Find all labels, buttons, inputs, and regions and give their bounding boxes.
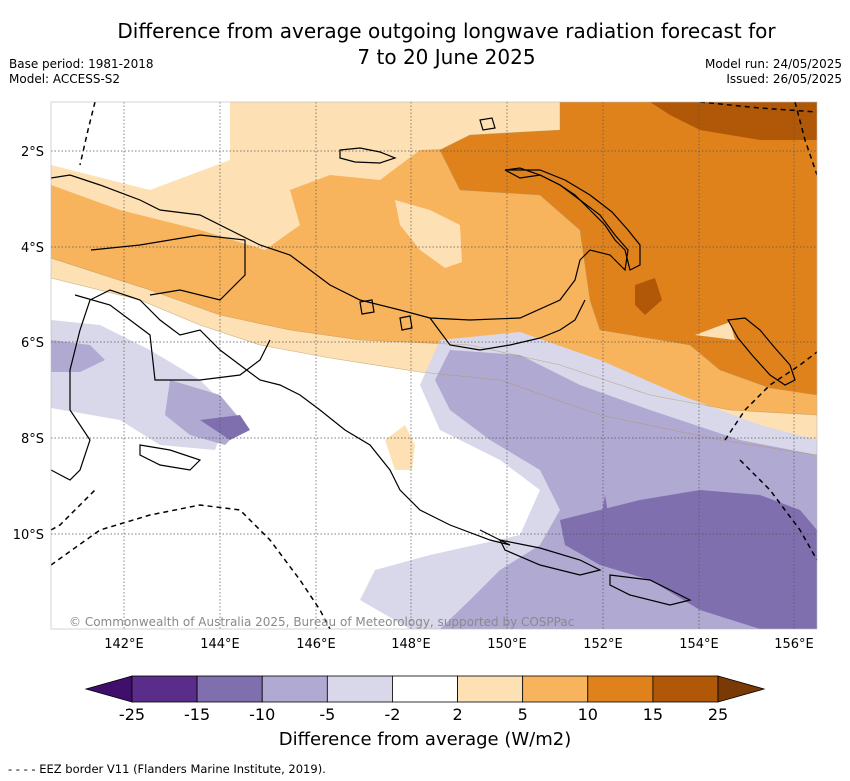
colorbar-segment bbox=[196, 675, 263, 703]
map-plot-area bbox=[51, 102, 817, 629]
anomaly-region-purple-spike bbox=[600, 495, 610, 525]
island-north-1 bbox=[339, 147, 397, 164]
contour-lines bbox=[51, 102, 817, 456]
coastlines bbox=[51, 117, 796, 606]
lon-label: 152°E bbox=[583, 637, 623, 652]
lon-label: 144°E bbox=[200, 637, 240, 652]
anomaly-region-dark-orange bbox=[440, 102, 817, 395]
lat-label: 4°S bbox=[21, 241, 44, 256]
anomaly-region-brown-small bbox=[635, 278, 662, 315]
colorbar-segment bbox=[652, 675, 719, 703]
colorbar-segment bbox=[326, 675, 393, 703]
colorbar-label: Difference from average (W/m2) bbox=[278, 729, 572, 750]
base-period: Base period: 1981-2018 bbox=[9, 57, 154, 71]
png-east-tip bbox=[429, 299, 586, 351]
anomaly-region-purple-east bbox=[560, 490, 817, 629]
title-line-2: 7 to 20 June 2025 bbox=[357, 45, 536, 69]
anomaly-region-brown bbox=[650, 102, 817, 140]
island-lake-2 bbox=[399, 315, 413, 331]
anomaly-region-light-orange-inner bbox=[395, 200, 462, 268]
title-line-1: Difference from average outgoing longwav… bbox=[117, 19, 776, 43]
solomons-1 bbox=[498, 539, 602, 576]
lon-label: 142°E bbox=[104, 637, 144, 652]
meta-left: Base period: 1981-2018 Model: ACCESS-S2 bbox=[9, 57, 154, 87]
colorbar-tick-label: 25 bbox=[708, 705, 728, 724]
lon-label: 148°E bbox=[391, 637, 431, 652]
colorbar-tick-label: 15 bbox=[643, 705, 663, 724]
new-guinea-south-coast bbox=[51, 289, 511, 546]
island-lake-1 bbox=[359, 299, 375, 315]
solomons-2 bbox=[609, 574, 692, 606]
colorbar-segment bbox=[392, 675, 458, 703]
colorbar-segment bbox=[522, 675, 589, 703]
lat-label: 8°S bbox=[21, 432, 44, 447]
eez-legend-note: - - - - EEZ border V11 (Flanders Marine … bbox=[8, 762, 326, 776]
png-border bbox=[90, 234, 246, 301]
meta-right: Model run: 24/05/2025 Issued: 26/05/2025 bbox=[705, 57, 842, 87]
lat-label: 10°S bbox=[13, 528, 44, 543]
colorbar-tick-label: -15 bbox=[184, 705, 210, 724]
colorbar-tick-label: 5 bbox=[518, 705, 528, 724]
lon-label: 156°E bbox=[774, 637, 814, 652]
anomaly-region-light-orange-small bbox=[385, 425, 415, 470]
model-name: Model: ACCESS-S2 bbox=[9, 72, 121, 86]
island-cape-york bbox=[139, 444, 202, 471]
lon-label: 146°E bbox=[296, 637, 336, 652]
lon-label: 154°E bbox=[679, 637, 719, 652]
graticule bbox=[51, 102, 817, 629]
colorbar-segments bbox=[84, 675, 766, 703]
eez-borders bbox=[51, 102, 817, 629]
new-guinea-north-coast bbox=[51, 169, 629, 321]
colorbar-tick-label: 10 bbox=[578, 705, 598, 724]
colorbar-tick-label: -5 bbox=[319, 705, 335, 724]
colorbar-ticks: -25 -15 -10 -5 -2 2 5 10 15 25 bbox=[119, 705, 728, 724]
anomaly-region-purple-west bbox=[200, 415, 250, 440]
colorbar-segment bbox=[457, 675, 524, 703]
issued-date: Issued: 26/05/2025 bbox=[726, 72, 842, 86]
lat-label: 2°S bbox=[21, 145, 44, 160]
colorbar-segment bbox=[587, 675, 654, 703]
colorbar-extend-min bbox=[84, 675, 133, 703]
lon-label: 150°E bbox=[487, 637, 527, 652]
colorbar-tick-label: -10 bbox=[249, 705, 275, 724]
bougainville-island bbox=[727, 317, 796, 386]
anomaly-region-light-orange-right bbox=[695, 322, 735, 340]
new-britain-island bbox=[504, 167, 641, 271]
map-frame bbox=[50, 101, 818, 630]
island-north-2 bbox=[479, 117, 496, 131]
colorbar-segment bbox=[131, 675, 198, 703]
copyright-text: © Commonwealth of Australia 2025, Bureau… bbox=[69, 615, 574, 629]
anomaly-region-light-purple-west bbox=[51, 340, 105, 372]
chart-title: Difference from average outgoing longwav… bbox=[0, 18, 850, 70]
lon-labels: 142°E 144°E 146°E 148°E 150°E 152°E 154°… bbox=[104, 637, 814, 652]
colorbar-segment bbox=[261, 675, 328, 703]
colorbar-extend-max bbox=[717, 675, 766, 703]
colorbar-tick-label: -25 bbox=[119, 705, 145, 724]
lat-label: 6°S bbox=[21, 336, 44, 351]
papua-interior-border bbox=[74, 294, 271, 381]
model-run: Model run: 24/05/2025 bbox=[704, 57, 842, 71]
lat-labels: 2°S 4°S 6°S 8°S 10°S bbox=[13, 145, 44, 543]
colorbar-tick-label: 2 bbox=[452, 705, 462, 724]
colorbar-tick-label: -2 bbox=[384, 705, 400, 724]
